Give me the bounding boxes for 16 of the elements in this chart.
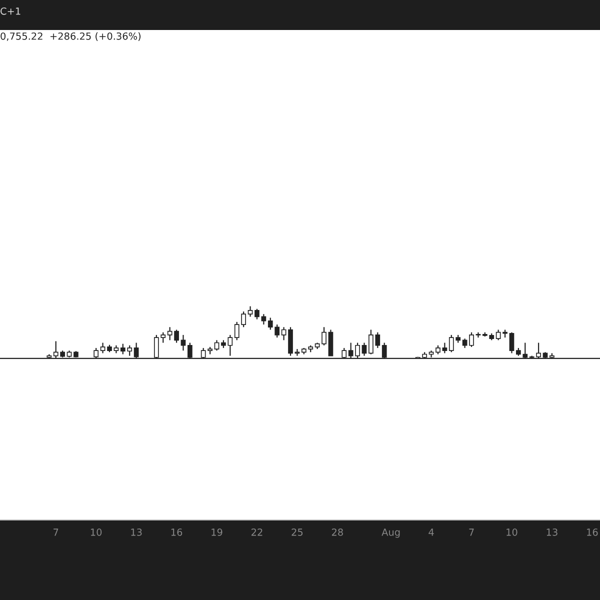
x-tick-label: 16	[587, 528, 598, 536]
x-tick-label: 10	[506, 528, 518, 536]
x-tick-label: 7	[54, 528, 58, 536]
x-tick-label: Aug	[382, 528, 400, 538]
x-tick-label: 25	[292, 528, 303, 536]
x-tick-label: 4	[428, 528, 434, 536]
x-tick-label: 22	[252, 528, 262, 536]
x-tick-label: 13	[131, 528, 142, 536]
x-tick-label: 19	[212, 528, 222, 536]
x-tick-label: 16	[171, 528, 182, 536]
text: C+1	[0, 7, 20, 15]
x-tick-label: 10	[90, 528, 102, 536]
text: 0,755.22 +286.25 (+0.36%)	[0, 32, 141, 41]
x-tick-label: 28	[332, 528, 343, 536]
x-tick-label: 7	[469, 528, 474, 536]
x-tick-label: 13	[546, 528, 558, 536]
